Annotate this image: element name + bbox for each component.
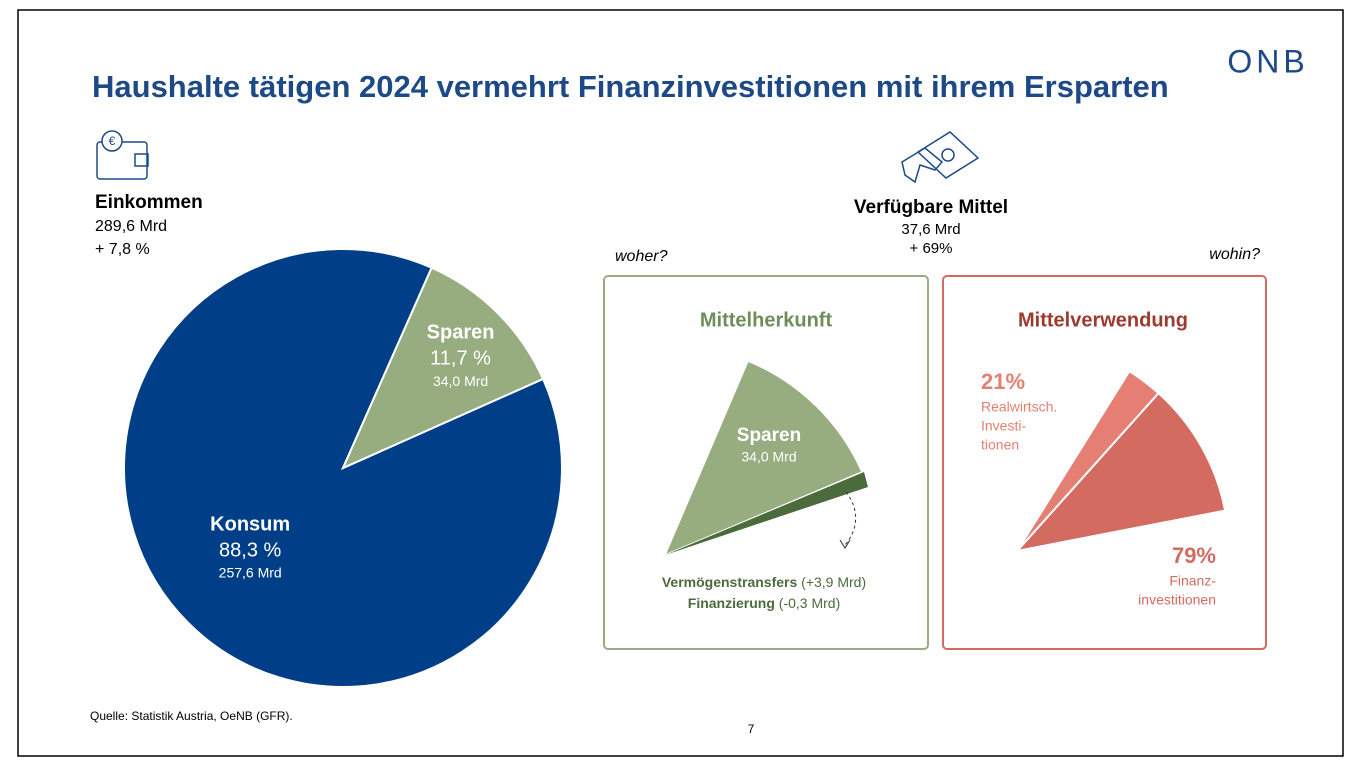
fan-category-label: Finanz- [1169,573,1216,589]
svg-text:€: € [109,134,116,148]
hand-money-icon [901,131,980,184]
fan-category-label: Investi- [981,418,1026,434]
savings-sector [663,360,863,557]
fan-sector [1014,391,1227,553]
transfers-label: Vermögenstransfers [662,574,798,590]
slice-label: Sparen [427,321,495,343]
origin-sector-label: Sparen [737,425,801,446]
transfers-note: Vermögenstransfers (+3,9 Mrd) [662,574,866,590]
financing-detail: (-0,3 Mrd) [779,595,840,611]
fan-category-label: tionen [981,437,1019,453]
to-question: wohin? [1209,246,1260,263]
available-change: + 69% [910,240,953,257]
available-label: Verfügbare Mittel [854,197,1008,218]
financing-label: Finanzierung [688,595,775,611]
slice-value-label: 11,7 % [430,347,491,369]
transfers-sector [665,472,868,555]
fan-value-label: 79% [1172,543,1216,568]
source-note: Quelle: Statistik Austria, OeNB (GFR). [90,709,293,723]
slice-value-label: 88,3 % [219,539,281,561]
from-question: woher? [615,248,668,265]
transfer-arrow-head [839,539,851,549]
page-number: 7 [748,722,755,736]
income-change: + 7,8 % [95,241,150,258]
fan-sector [1016,369,1160,552]
fan-value-label: 21% [981,369,1025,394]
slice-amount-label: 257,6 Mrd [219,565,282,581]
fan-category-label: Realwirtsch. [981,399,1057,415]
logo: ONB [1227,43,1308,79]
slide-title: Haushalte tätigen 2024 vermehrt Finanzin… [92,69,1169,104]
available-amount: 37,6 Mrd [901,221,960,238]
transfers-detail: (+3,9 Mrd) [801,574,866,590]
pie-slice [341,266,545,470]
income-amount: 289,6 Mrd [95,218,167,235]
wallet-icon: € [96,130,149,180]
origin-title: Mittelherkunft [700,309,833,331]
slice-amount-label: 34,0 Mrd [433,373,488,389]
slice-label: Konsum [210,513,290,535]
financing-note: Finanzierung (-0,3 Mrd) [688,595,840,611]
fan-category-label: investitionen [1138,592,1216,608]
origin-sector-amount: 34,0 Mrd [741,449,796,465]
income-label: Einkommen [95,192,203,213]
uses-title: Mittelverwendung [1018,309,1188,331]
